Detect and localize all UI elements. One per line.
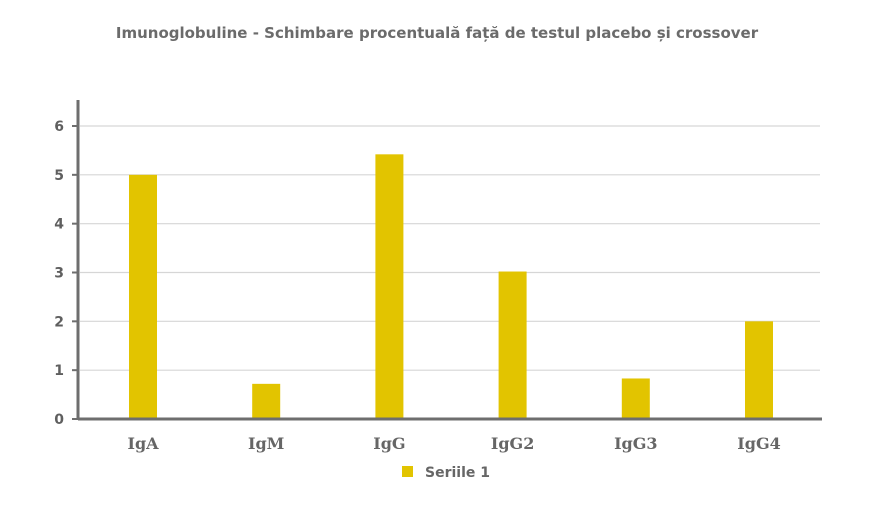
chart-title: Imunoglobuline - Schimbare procentuală f… [116, 24, 759, 42]
y-tick-label: 2 [54, 314, 64, 330]
y-tick-label: 4 [54, 217, 64, 233]
y-tick-label: 5 [54, 168, 64, 184]
x-tick-label: IgA [127, 434, 159, 453]
bar-iga [129, 174, 157, 419]
bar-igm [252, 383, 281, 419]
x-tick-label: IgG [373, 434, 405, 453]
x-tick-label: IgG2 [491, 434, 534, 453]
bar-igg [375, 154, 404, 419]
x-tick-label: IgG4 [737, 434, 780, 453]
y-tick-label: 3 [54, 266, 64, 282]
legend-swatch [402, 466, 413, 477]
bar-igg2 [498, 271, 527, 419]
bar-igg3 [621, 378, 650, 419]
x-tick-label: IgM [248, 434, 284, 453]
x-tick-labels: IgA IgM IgG IgG2 IgG3 IgG4 [127, 434, 780, 453]
gridlines [80, 125, 820, 371]
bar-igg4 [745, 321, 773, 419]
bars [129, 154, 773, 419]
x-tick-label: IgG3 [614, 434, 657, 453]
legend: Seriile 1 [402, 465, 490, 481]
axes [76, 100, 822, 421]
y-tick-label: 1 [54, 363, 64, 379]
y-tick-label: 0 [54, 412, 64, 428]
y-tick-label: 6 [54, 119, 64, 135]
y-tick-labels: 0 1 2 3 4 5 6 [54, 119, 78, 428]
legend-label: Seriile 1 [425, 465, 490, 481]
